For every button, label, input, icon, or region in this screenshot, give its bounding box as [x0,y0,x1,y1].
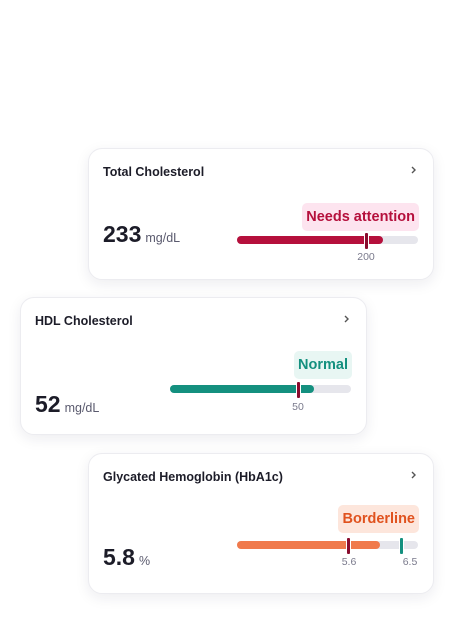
threshold-marker [346,537,351,555]
threshold-label: 50 [292,401,304,413]
range-bar [170,381,351,399]
unit: mg/dL [145,231,181,245]
chevron[interactable] [342,312,352,326]
card-title: Total Cholesterol [103,165,205,179]
unit: mg/dL [64,401,100,415]
chevron[interactable] [409,163,419,177]
threshold-label: 5.6 [341,556,357,568]
status-badge: Borderline [338,505,419,533]
value: 233 mg/dL [103,221,180,248]
range-fill [170,385,314,393]
card-title: Glycated Hemoglobin (HbA1c) [103,470,283,484]
range-bar [237,537,418,555]
threshold-marker [296,381,301,399]
value: 52 mg/dL [35,391,99,418]
threshold-marker [364,232,369,250]
range-fill [237,236,383,244]
chevron[interactable] [409,468,419,482]
range-bar [237,232,418,250]
card-title: HDL Cholesterol [35,314,133,328]
threshold-marker [399,537,404,555]
range-fill [237,541,380,549]
value: 5.8% [103,544,150,571]
value-number: 5.8 [103,544,135,570]
result-card[interactable]: HDL Cholesterol Normal 52 mg/dL 50 [20,297,367,435]
value-number: 52 [35,391,61,417]
threshold-label: 6.5 [402,556,418,568]
threshold-label: 200 [357,251,375,263]
status-badge: Needs attention [302,203,419,231]
value-number: 233 [103,221,142,247]
unit: % [138,554,151,568]
status-badge: Normal [294,351,352,379]
result-card[interactable]: Glycated Hemoglobin (HbA1c) Borderline 5… [88,453,434,594]
result-card[interactable]: Total Cholesterol Needs attention 233 mg/… [88,148,434,280]
